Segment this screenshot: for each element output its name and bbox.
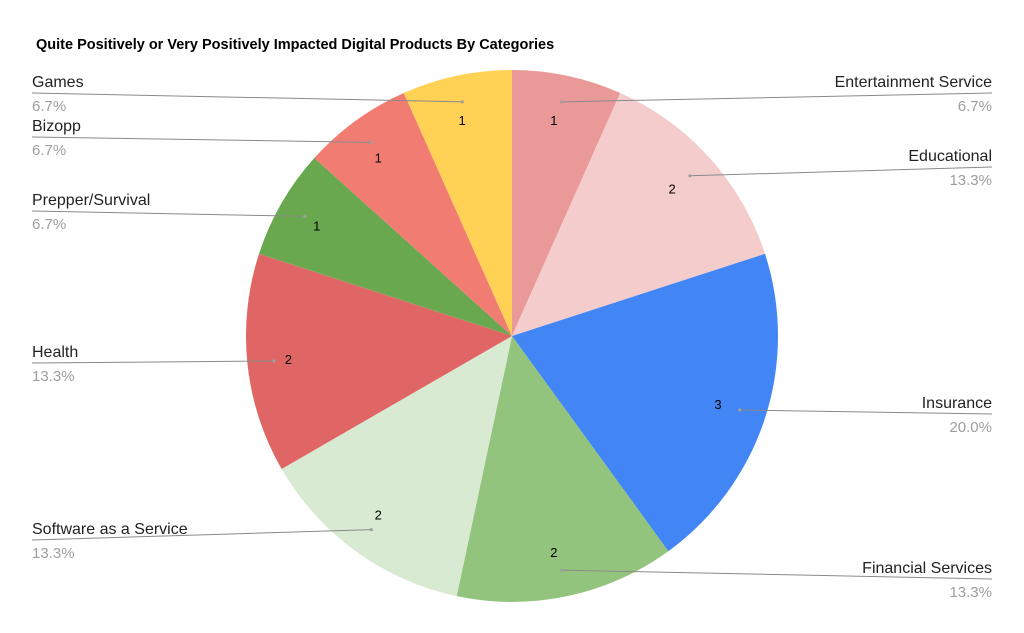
percent-label-games: 6.7% <box>32 98 66 115</box>
leader-dot-health <box>272 359 276 363</box>
leader-line-software-as-a-service <box>31 529 372 541</box>
leader-dot-games <box>460 100 464 104</box>
pie-slice-insurance <box>512 253 778 552</box>
category-label-insurance: Insurance <box>922 395 992 412</box>
category-labels: Entertainment Service 6.7% Educational 13.3… <box>32 74 992 601</box>
pie-slice-financial-services <box>456 336 669 602</box>
value-label-bizopp: 1 <box>375 150 382 165</box>
category-label-educational: Educational <box>908 148 992 165</box>
value-label-prepper-survival: 1 <box>313 219 320 234</box>
value-label-insurance: 3 <box>714 397 721 412</box>
leader-dot-insurance <box>738 408 742 412</box>
leader-lines <box>31 92 993 580</box>
category-label-health: Health <box>32 344 78 361</box>
leader-dot-financial-services <box>560 568 564 572</box>
value-label-financial-services: 2 <box>550 545 557 560</box>
category-label-prepper-survival: Prepper/Survival <box>32 192 150 209</box>
leader-line-health <box>31 360 274 364</box>
percent-label-educational: 13.3% <box>949 172 992 189</box>
leader-dot-bizopp <box>369 140 373 144</box>
pie-slice-entertainment-service <box>512 70 621 336</box>
leader-dot-software-as-a-service <box>369 528 373 532</box>
pie-slices <box>245 70 778 602</box>
chart-title: Quite Positively or Very Positively Impa… <box>36 37 554 53</box>
category-label-games: Games <box>32 74 84 91</box>
percent-label-health: 13.3% <box>32 368 75 385</box>
percent-label-bizopp: 6.7% <box>32 142 66 159</box>
value-labels: 1 2 3 2 2 2 1 1 1 <box>285 113 722 560</box>
pie-slice-health <box>245 253 512 469</box>
percent-label-software-as-a-service: 13.3% <box>32 545 75 562</box>
category-label-financial-services: Financial Services <box>862 560 992 577</box>
leader-dot-prepper-survival <box>303 214 307 218</box>
pie-slice-prepper-survival <box>259 158 512 336</box>
value-label-entertainment-service: 1 <box>550 113 557 128</box>
leader-line-games <box>31 92 463 103</box>
value-label-software-as-a-service: 2 <box>375 508 382 523</box>
leader-line-financial-services <box>561 569 993 580</box>
pie-slice-bizopp <box>314 92 512 336</box>
value-label-health: 2 <box>285 352 292 367</box>
leader-line-insurance <box>739 409 993 415</box>
value-label-games: 1 <box>458 113 465 128</box>
percent-label-financial-services: 13.3% <box>949 584 992 601</box>
percent-label-prepper-survival: 6.7% <box>32 216 66 233</box>
pie-slice-educational <box>512 92 765 336</box>
leader-line-bizopp <box>31 136 372 143</box>
leader-line-entertainment-service <box>561 92 993 103</box>
percent-label-entertainment-service: 6.7% <box>958 98 992 115</box>
leader-line-educational <box>689 166 993 177</box>
category-label-entertainment-service: Entertainment Service <box>835 74 993 91</box>
leader-dot-educational <box>688 174 692 178</box>
percent-label-insurance: 20.0% <box>949 419 992 436</box>
leader-line-prepper-survival <box>31 210 305 217</box>
leader-dot-entertainment-service <box>560 100 564 104</box>
category-label-bizopp: Bizopp <box>32 118 81 135</box>
value-label-educational: 2 <box>668 181 675 196</box>
pie-slice-games <box>403 70 512 336</box>
category-label-software-as-a-service: Software as a Service <box>32 521 188 538</box>
